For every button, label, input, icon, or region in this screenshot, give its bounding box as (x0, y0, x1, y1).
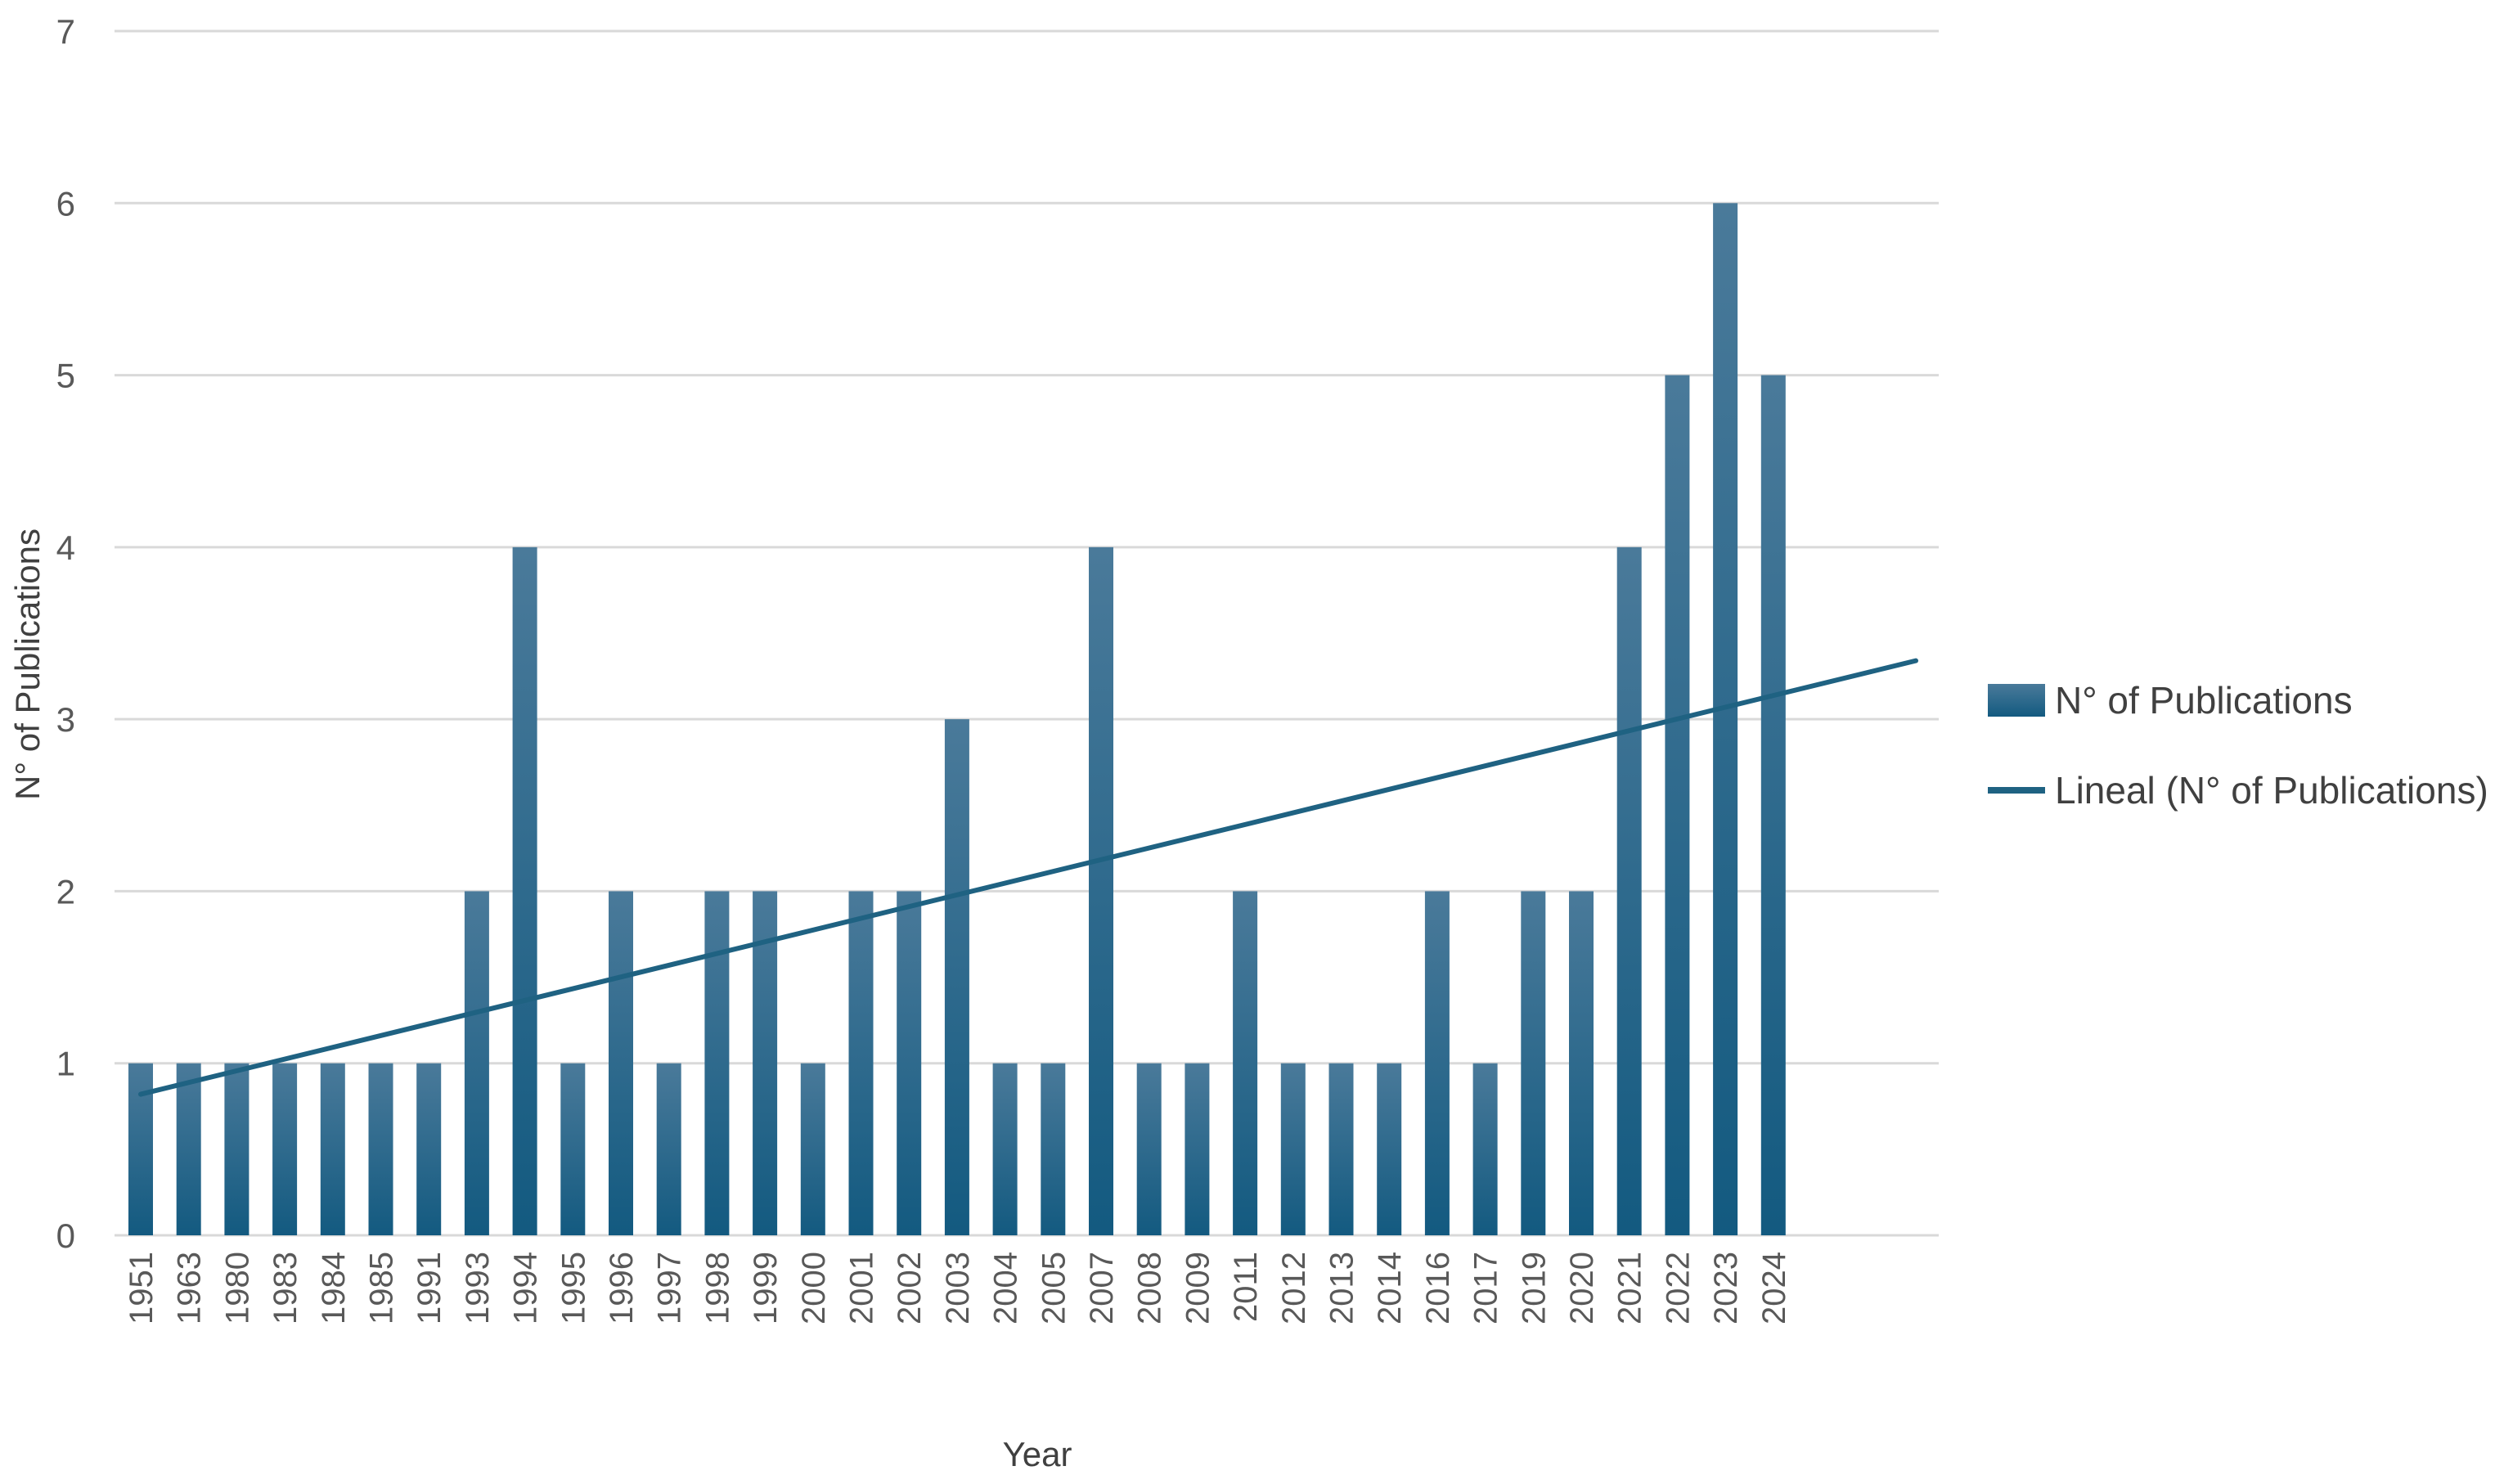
y-tick-label: 7 (56, 12, 75, 51)
bar (272, 1063, 298, 1235)
x-tick-label: 2019 (1516, 1252, 1552, 1324)
legend-label-bar: N° of Publications (2055, 679, 2353, 722)
bar (753, 891, 778, 1235)
x-tick-label: 1996 (604, 1252, 640, 1324)
trendline (138, 658, 1918, 1097)
bar (1665, 375, 1690, 1236)
bar (704, 891, 730, 1235)
y-tick-label: 3 (56, 700, 75, 739)
x-tick-label: 1995 (555, 1252, 591, 1324)
legend: N° of Publications Lineal (N° of Publica… (1988, 679, 2488, 812)
x-tick-label: 2020 (1564, 1252, 1600, 1324)
bar (848, 891, 874, 1235)
x-tick-label: 2017 (1468, 1252, 1504, 1324)
bar (1713, 203, 1738, 1235)
x-tick-label: 1998 (699, 1252, 735, 1324)
bar (1089, 546, 1113, 1235)
bar (897, 891, 922, 1235)
x-tick-label: 2009 (1180, 1252, 1216, 1324)
x-tick-label: 2002 (892, 1252, 928, 1324)
bar (368, 1063, 393, 1235)
x-tick-label: 1985 (364, 1252, 400, 1324)
bar (1760, 375, 1786, 1236)
y-tick-label: 2 (56, 872, 75, 911)
y-tick-labels: 0 1 2 3 4 5 6 7 (56, 12, 75, 1255)
bar (1185, 1063, 1210, 1235)
x-tick-label: 2004 (988, 1252, 1024, 1324)
x-tick-label: 1984 (316, 1252, 352, 1324)
y-tick-label: 4 (56, 528, 75, 567)
x-tick-label: 1983 (267, 1252, 303, 1324)
y-tick-label: 5 (56, 357, 75, 395)
x-tick-label: 1980 (219, 1252, 255, 1324)
bar (1041, 1063, 1066, 1235)
x-tick-label: 2007 (1084, 1252, 1120, 1324)
trendline-group (138, 658, 1918, 1097)
bars (128, 203, 1786, 1236)
x-tick-label: 1963 (172, 1252, 208, 1324)
x-tick-label: 1993 (460, 1252, 496, 1324)
legend-swatch-bar (1988, 684, 2045, 717)
bar (1424, 891, 1450, 1235)
x-tick-label: 2001 (844, 1252, 880, 1324)
x-tick-label: 2000 (796, 1252, 832, 1324)
bar (1377, 1063, 1402, 1235)
bar (1328, 1063, 1354, 1235)
x-tick-label: 2005 (1036, 1252, 1072, 1324)
bar (560, 1063, 586, 1235)
bar (1521, 891, 1546, 1235)
bar (176, 1063, 201, 1235)
x-tick-labels: 1951 1963 1980 1983 1984 1985 1991 1993 1994 1995… (124, 1252, 1792, 1324)
bar (944, 719, 969, 1235)
bar (320, 1063, 345, 1235)
bar (800, 1063, 825, 1235)
x-tick-label: 1997 (652, 1252, 688, 1324)
x-tick-label: 2023 (1708, 1252, 1744, 1324)
bar (512, 546, 537, 1235)
bar (1136, 1063, 1162, 1235)
x-tick-label: 1994 (508, 1252, 544, 1324)
x-tick-label: 2011 (1228, 1252, 1264, 1322)
x-tick-label: 2014 (1372, 1252, 1408, 1324)
x-tick-label: 1999 (748, 1252, 784, 1324)
x-tick-label: 1951 (124, 1252, 160, 1324)
bar (992, 1063, 1018, 1235)
x-tick-label: 2016 (1420, 1252, 1456, 1324)
bar (1616, 546, 1642, 1235)
bar (1233, 891, 1258, 1235)
x-tick-label: 2008 (1132, 1252, 1168, 1324)
bar (1569, 891, 1594, 1235)
x-axis-title: Year (1003, 1435, 1072, 1473)
bar (128, 1063, 153, 1235)
bar (656, 1063, 681, 1235)
x-tick-label: 2012 (1276, 1252, 1312, 1324)
bar (224, 1063, 250, 1235)
legend-label-trendline: Lineal (N° of Publications) (2055, 769, 2488, 812)
bar (416, 1063, 442, 1235)
x-tick-label: 2024 (1756, 1252, 1792, 1324)
x-tick-label: 2021 (1612, 1252, 1648, 1324)
y-tick-label: 6 (56, 184, 75, 223)
x-tick-label: 2022 (1660, 1252, 1696, 1324)
y-axis-title: N° of Publications (8, 528, 47, 800)
x-tick-label: 2003 (940, 1252, 976, 1324)
y-tick-label: 1 (56, 1045, 75, 1083)
x-tick-label: 2013 (1324, 1252, 1360, 1324)
bar (609, 891, 633, 1235)
bar (1280, 1063, 1306, 1235)
x-tick-label: 1991 (411, 1252, 447, 1324)
bar (464, 891, 489, 1235)
bar (1472, 1063, 1498, 1235)
y-tick-label: 0 (56, 1216, 75, 1255)
